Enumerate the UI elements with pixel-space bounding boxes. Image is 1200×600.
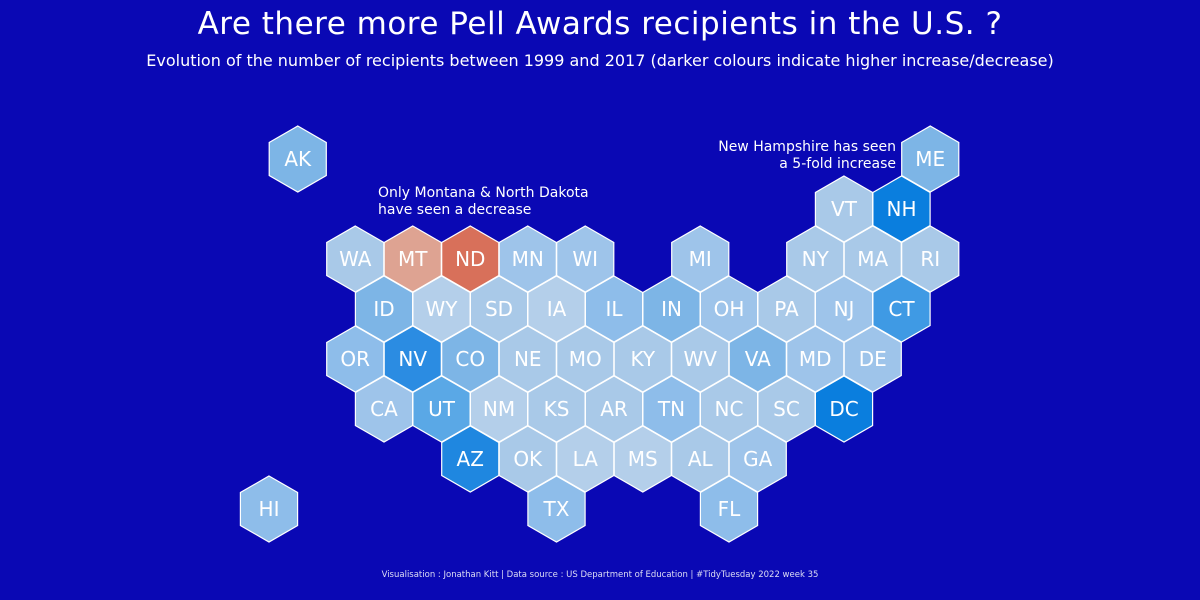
state-label: MD	[799, 347, 832, 371]
state-tile-de: DE	[843, 325, 902, 393]
state-tile-ny: NY	[786, 225, 845, 293]
state-label: KY	[630, 347, 655, 371]
state-tile-or: OR	[326, 325, 385, 393]
state-tile-tn: TN	[642, 375, 701, 443]
state-label: LA	[573, 447, 599, 471]
state-label: NC	[715, 397, 744, 421]
state-label: DC	[829, 397, 858, 421]
state-label: IN	[661, 297, 682, 321]
state-label: RI	[920, 247, 940, 271]
increase-annotation-line1: New Hampshire has seen	[718, 139, 896, 155]
state-label: KS	[544, 397, 570, 421]
decrease-annotation-line2: have seen a decrease	[378, 202, 532, 218]
state-tile-mn: MN	[498, 225, 557, 293]
state-tile-az: AZ	[441, 425, 500, 493]
state-label: AL	[688, 447, 714, 471]
state-tile-ri: RI	[901, 225, 960, 293]
state-tile-sd: SD	[469, 275, 529, 343]
state-label: OR	[340, 347, 370, 371]
state-tile-hi: HI	[239, 475, 299, 543]
state-label: TN	[657, 397, 685, 421]
state-hex-tx	[527, 475, 586, 543]
state-label: FL	[718, 497, 742, 521]
state-label: MT	[398, 247, 428, 271]
state-label: MO	[569, 347, 602, 371]
state-label: AR	[600, 397, 628, 421]
state-label: DE	[859, 347, 887, 371]
state-label: WI	[572, 247, 598, 271]
state-tile-me: ME	[901, 125, 960, 193]
state-label: WY	[426, 297, 459, 321]
state-tile-ut: UT	[412, 375, 471, 443]
state-hex-fl	[699, 475, 759, 543]
state-label: ID	[373, 297, 394, 321]
increase-annotation-line2: a 5-fold increase	[779, 156, 896, 172]
state-label: MS	[628, 447, 658, 471]
decrease-annotation: Only Montana & North Dakota have seen a …	[378, 185, 589, 219]
state-label: UT	[428, 397, 456, 421]
state-label: NM	[483, 397, 515, 421]
state-label: SC	[773, 397, 800, 421]
state-label: MN	[512, 247, 544, 271]
state-tile-sc: SC	[757, 375, 816, 443]
state-tile-ne: NE	[498, 325, 557, 393]
state-label: IA	[547, 297, 567, 321]
state-label: NJ	[834, 297, 855, 321]
state-label: NH	[887, 197, 917, 221]
state-label: HI	[259, 497, 280, 521]
state-label: ND	[455, 247, 485, 271]
state-label: VT	[831, 197, 858, 221]
state-label: MI	[689, 247, 712, 271]
state-hex-dc	[814, 375, 874, 443]
state-tile-md: MD	[786, 325, 845, 393]
state-label: GA	[743, 447, 772, 471]
state-tile-ak: AK	[268, 125, 327, 193]
state-label: NE	[514, 347, 542, 371]
state-label: NV	[398, 347, 427, 371]
state-label: OH	[714, 297, 745, 321]
state-label: NY	[802, 247, 830, 271]
state-label: WA	[339, 247, 372, 271]
source-caption: Visualisation : Jonathan Kitt | Data sou…	[381, 570, 819, 580]
state-tile-al: AL	[671, 425, 730, 493]
state-tile-ar: AR	[584, 375, 644, 443]
state-label: AK	[284, 147, 312, 171]
state-tile-ok: OK	[498, 425, 557, 493]
state-label: OK	[513, 447, 543, 471]
state-tile-tx: TX	[527, 475, 586, 543]
state-tile-vt: VT	[814, 175, 874, 243]
state-tile-dc: DC	[814, 375, 874, 443]
chart-title: Are there more Pell Awards recipients in…	[197, 6, 1003, 42]
state-label: IL	[605, 297, 623, 321]
state-tile-ms: MS	[613, 425, 672, 493]
state-label: PA	[774, 297, 799, 321]
state-label: WV	[684, 347, 718, 371]
state-label: SD	[485, 297, 513, 321]
state-label: VA	[745, 347, 771, 371]
state-tile-ca: CA	[354, 375, 414, 443]
state-hex-hi	[239, 475, 299, 543]
state-label: CA	[370, 397, 398, 421]
state-label: CO	[455, 347, 485, 371]
state-label: MA	[857, 247, 888, 271]
chart-subtitle: Evolution of the number of recipients be…	[146, 51, 1054, 70]
state-label: TX	[543, 497, 570, 521]
state-label: CT	[888, 297, 915, 321]
state-hex-ak	[268, 125, 327, 193]
state-tile-nv: NV	[383, 325, 442, 393]
state-tile-fl: FL	[699, 475, 759, 543]
state-tile-nh: NH	[872, 175, 931, 243]
increase-annotation: New Hampshire has seen a 5-fold increase	[650, 139, 896, 173]
state-tile-co: CO	[441, 325, 500, 393]
decrease-annotation-line1: Only Montana & North Dakota	[378, 185, 589, 201]
state-label: AZ	[457, 447, 484, 471]
state-tile-mi: MI	[671, 225, 730, 293]
state-label: ME	[915, 147, 945, 171]
